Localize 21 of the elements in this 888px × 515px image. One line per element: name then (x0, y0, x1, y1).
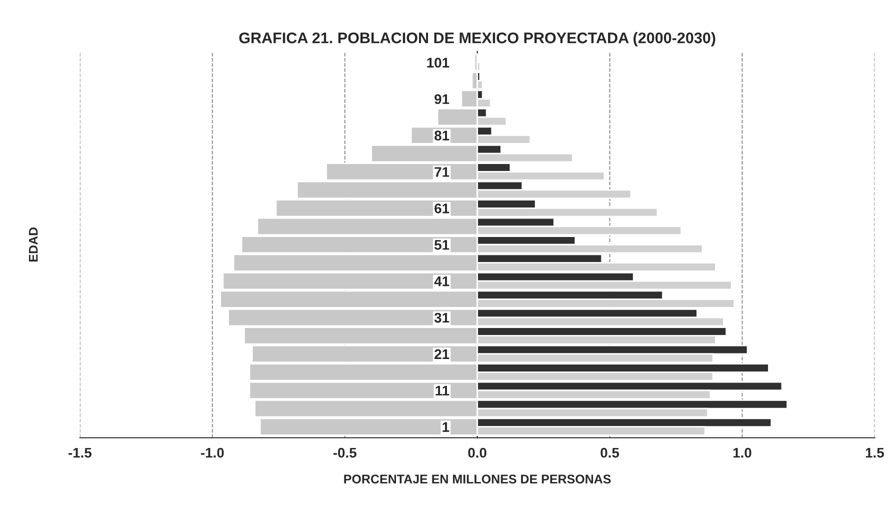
y-axis-title: EDAD (28, 227, 38, 262)
y-tick-label: 91 (434, 94, 450, 104)
x-tick-label: 0.5 (600, 448, 620, 458)
y-tick-label: 31 (434, 312, 450, 323)
y-tick-label: 101 (427, 58, 450, 68)
x-tick-label: 1.0 (733, 448, 752, 458)
y-tick-label: 21 (434, 349, 450, 359)
x-tick-label: 1.5 (866, 448, 884, 458)
y-tick-label: 11 (436, 386, 450, 396)
y-tick-label: 41 (434, 276, 450, 286)
y-tick-label: 51 (434, 240, 450, 250)
x-tick-label: -0.5 (333, 448, 356, 458)
chart-title: GRAFICA 21. POBLACION DE MEXICO PROYECTADA (2000-2030) (239, 32, 716, 46)
x-tick-label: -1.5 (68, 448, 92, 458)
x-axis-title: PORCENTAJE EN MILLONES DE PERSONAS (344, 474, 611, 484)
y-tick-label: 71 (434, 167, 450, 177)
y-tick-label: 81 (434, 130, 450, 140)
y-tick-label: 61 (434, 204, 450, 214)
x-tick-label: -1.0 (200, 448, 224, 458)
x-tick-label: 0.0 (468, 448, 486, 458)
y-tick-label: 1 (442, 422, 450, 432)
